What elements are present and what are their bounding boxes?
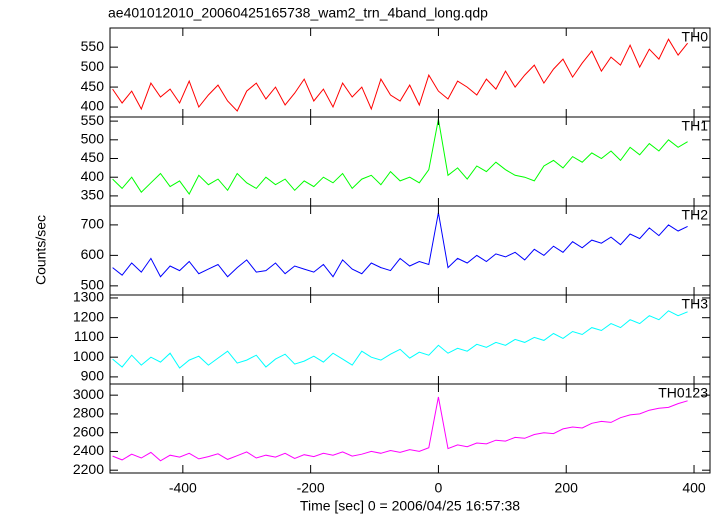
data-line [112,396,688,462]
data-line [112,38,688,112]
panel-label: TH3 [682,296,709,312]
x-tick-label: 0 [435,480,443,496]
data-line [112,212,688,278]
data-line [112,310,688,369]
y-axis-label: Counts/sec [33,215,49,285]
y-tick-label: 1000 [73,348,104,364]
panel-frame [109,116,711,207]
y-tick-label: 1100 [74,328,104,344]
panel-frame [109,294,711,385]
y-tick-label: 550 [81,38,105,54]
panel-label: TH1 [682,118,709,134]
y-tick-label: 500 [81,131,105,147]
x-tick-label: 200 [555,480,579,496]
x-tick-label: -200 [297,480,325,496]
panel-label: TH2 [682,207,709,223]
y-tick-label: 450 [81,149,105,165]
panel-label: TH0 [682,29,709,45]
x-tick-label: -400 [169,480,197,496]
y-tick-label: 550 [81,112,105,128]
data-line [112,119,688,195]
y-tick-label: 600 [81,246,105,262]
y-tick-label: 2600 [73,423,104,439]
y-tick-label: 500 [81,277,105,293]
y-tick-label: 400 [81,98,105,114]
y-tick-label: 500 [81,58,105,74]
panel-frame [109,383,711,474]
y-tick-label: 700 [81,216,105,232]
x-axis-label: Time [sec] 0 = 2006/04/25 16:57:38 [300,498,520,514]
y-tick-label: 400 [81,168,105,184]
panel-frame [109,205,711,296]
y-tick-label: 3000 [73,386,104,402]
chart-title: ae401012010_20060425165738_wam2_trn_4ban… [108,5,488,21]
panel-frame [109,27,711,118]
y-tick-label: 900 [81,368,105,384]
y-tick-label: 1200 [73,308,104,324]
y-tick-label: 2200 [73,461,104,477]
x-tick-label: 400 [682,480,706,496]
y-tick-label: 2400 [73,442,104,458]
y-tick-label: 450 [81,78,105,94]
y-tick-label: 1300 [73,289,104,305]
y-tick-label: 350 [81,187,105,203]
y-tick-label: 2800 [73,405,104,421]
panel-label: TH0123 [658,385,708,401]
